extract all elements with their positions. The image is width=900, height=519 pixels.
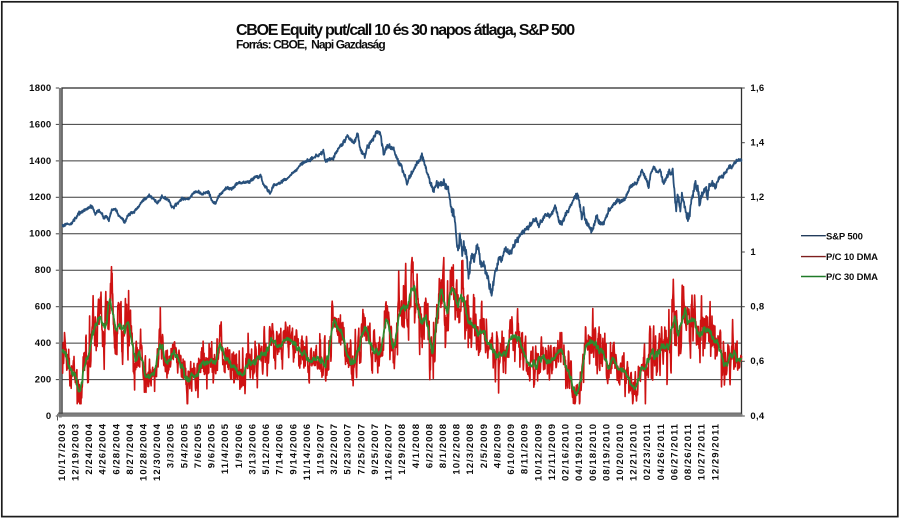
svg-text:2/24/2004: 2/24/2004 bbox=[84, 423, 95, 475]
svg-text:12/19/2003: 12/19/2003 bbox=[70, 423, 81, 481]
svg-text:12/3/2008: 12/3/2008 bbox=[465, 423, 476, 475]
svg-text:1,2: 1,2 bbox=[750, 192, 764, 203]
svg-text:06/18/2010: 06/18/2010 bbox=[588, 423, 599, 481]
svg-text:04/26/2011: 04/26/2011 bbox=[656, 423, 667, 481]
svg-text:1: 1 bbox=[750, 247, 756, 258]
svg-text:10/2/2008: 10/2/2008 bbox=[452, 423, 463, 475]
svg-text:11/14/2006: 11/14/2006 bbox=[302, 423, 313, 481]
svg-text:S&P 500: S&P 500 bbox=[826, 231, 863, 242]
svg-text:10/27/2011: 10/27/2011 bbox=[697, 423, 708, 481]
svg-text:400: 400 bbox=[35, 338, 52, 349]
svg-text:2/5/2009: 2/5/2009 bbox=[479, 423, 490, 468]
svg-text:08/19/2010: 08/19/2010 bbox=[601, 423, 612, 481]
svg-text:0: 0 bbox=[46, 411, 52, 422]
svg-text:6/28/2004: 6/28/2004 bbox=[111, 423, 122, 475]
svg-text:600: 600 bbox=[35, 302, 52, 313]
svg-text:Forrás: CBOE, Napi Gazdaság: Forrás: CBOE, Napi Gazdaság bbox=[236, 37, 385, 51]
svg-text:0,4: 0,4 bbox=[750, 411, 765, 422]
svg-text:9/25/2007: 9/25/2007 bbox=[370, 423, 381, 475]
svg-text:04/19/2010: 04/19/2010 bbox=[574, 423, 585, 481]
svg-text:12/11/2009: 12/11/2009 bbox=[547, 423, 558, 481]
svg-text:7/6/2005: 7/6/2005 bbox=[193, 423, 204, 468]
svg-text:10/20/2010: 10/20/2010 bbox=[615, 423, 626, 481]
svg-text:10/17/2003: 10/17/2003 bbox=[57, 423, 68, 481]
svg-text:5/12/2006: 5/12/2006 bbox=[261, 423, 272, 475]
svg-text:P/C 10 DMA: P/C 10 DMA bbox=[826, 252, 878, 263]
svg-text:10/28/2004: 10/28/2004 bbox=[139, 423, 150, 481]
svg-text:6/2/2008: 6/2/2008 bbox=[424, 423, 435, 468]
svg-text:10/12/2009: 10/12/2009 bbox=[533, 423, 544, 481]
svg-text:1/19/2007: 1/19/2007 bbox=[316, 423, 327, 475]
svg-text:9/14/2006: 9/14/2006 bbox=[288, 423, 299, 475]
svg-text:800: 800 bbox=[35, 265, 52, 276]
svg-text:8/27/2004: 8/27/2004 bbox=[125, 423, 136, 475]
svg-text:7/14/2006: 7/14/2006 bbox=[275, 423, 286, 475]
svg-text:11/4/2005: 11/4/2005 bbox=[220, 423, 231, 474]
svg-text:9/6/2005: 9/6/2005 bbox=[207, 423, 218, 468]
svg-text:5/4/2005: 5/4/2005 bbox=[179, 423, 190, 468]
svg-text:1200: 1200 bbox=[29, 192, 51, 203]
svg-text:3/22/2007: 3/22/2007 bbox=[329, 423, 340, 475]
svg-text:4/8/2009: 4/8/2009 bbox=[493, 423, 504, 468]
svg-text:1400: 1400 bbox=[29, 156, 51, 167]
svg-text:1/9/2006: 1/9/2006 bbox=[234, 423, 245, 468]
svg-text:4/26/2004: 4/26/2004 bbox=[98, 423, 109, 475]
svg-text:1000: 1000 bbox=[29, 229, 51, 240]
svg-text:3/13/2006: 3/13/2006 bbox=[247, 423, 258, 475]
svg-text:11/26/2007: 11/26/2007 bbox=[384, 423, 395, 481]
svg-text:8/1/2008: 8/1/2008 bbox=[438, 423, 449, 468]
svg-text:1600: 1600 bbox=[29, 119, 51, 130]
svg-text:3/3/2005: 3/3/2005 bbox=[166, 423, 177, 468]
svg-text:6/10/2009: 6/10/2009 bbox=[506, 423, 517, 475]
svg-text:8/11/2009: 8/11/2009 bbox=[520, 423, 531, 474]
svg-text:0,6: 0,6 bbox=[750, 356, 764, 367]
svg-text:06/27/2011: 06/27/2011 bbox=[670, 423, 681, 481]
svg-text:12/21/2010: 12/21/2010 bbox=[629, 423, 640, 481]
svg-text:0,8: 0,8 bbox=[750, 302, 764, 313]
svg-text:1,6: 1,6 bbox=[750, 83, 764, 94]
svg-text:CBOE Equity put/call 10 és 30: CBOE Equity put/call 10 és 30 napos átla… bbox=[236, 22, 575, 39]
svg-text:1,4: 1,4 bbox=[750, 138, 765, 149]
svg-text:12/29/2011: 12/29/2011 bbox=[710, 423, 721, 481]
svg-text:1800: 1800 bbox=[29, 83, 51, 94]
svg-text:02/16/2010: 02/16/2010 bbox=[561, 423, 572, 481]
svg-text:7/25/2007: 7/25/2007 bbox=[356, 423, 367, 475]
svg-text:5/23/2007: 5/23/2007 bbox=[343, 423, 354, 475]
svg-text:1/29/2008: 1/29/2008 bbox=[397, 423, 408, 475]
svg-text:P/C 30 DMA: P/C 30 DMA bbox=[826, 272, 878, 283]
svg-text:200: 200 bbox=[35, 375, 52, 386]
svg-text:08/26/2011: 08/26/2011 bbox=[683, 423, 694, 481]
svg-text:02/23/2011: 02/23/2011 bbox=[642, 423, 653, 481]
svg-text:4/1/2008: 4/1/2008 bbox=[411, 423, 422, 468]
svg-text:12/30/2004: 12/30/2004 bbox=[152, 423, 163, 481]
